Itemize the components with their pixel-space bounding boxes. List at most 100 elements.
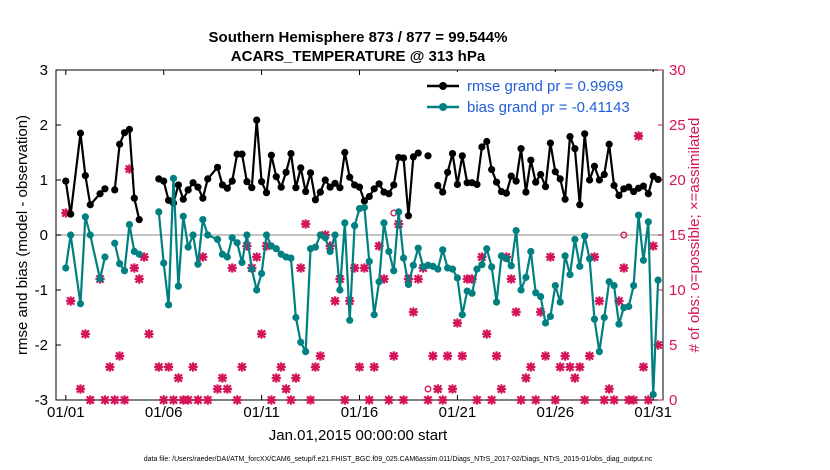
rmse-point bbox=[399, 154, 408, 162]
rmse-point bbox=[527, 156, 535, 164]
obs-possible-marker bbox=[424, 385, 432, 393]
obs-assimilated-marker bbox=[491, 351, 502, 361]
y-tick-label: 1 bbox=[40, 172, 48, 189]
obs-assimilated-marker bbox=[134, 274, 144, 284]
obs-assimilated-glyph bbox=[115, 351, 125, 361]
rmse-point bbox=[179, 195, 187, 203]
obs-assimilated-marker bbox=[330, 296, 340, 306]
obs-assimilated-marker bbox=[384, 395, 394, 405]
y-right-tick-label: 30 bbox=[669, 62, 686, 79]
obs-assimilated-marker bbox=[433, 384, 443, 394]
bias-point bbox=[414, 244, 422, 252]
obs-assimilated-glyph bbox=[398, 395, 409, 405]
obs-assimilated-glyph bbox=[80, 329, 90, 339]
obs-assimilated-marker bbox=[227, 263, 237, 273]
obs-assimilated-marker bbox=[188, 362, 198, 372]
obs-assimilated-glyph bbox=[570, 373, 580, 383]
obs-assimilated-marker bbox=[75, 384, 86, 394]
bias-point bbox=[654, 276, 662, 284]
obs-assimilated-glyph bbox=[168, 395, 179, 405]
obs-assimilated-marker bbox=[536, 307, 546, 317]
obs-assimilated-glyph bbox=[443, 351, 453, 361]
rmse-point bbox=[512, 177, 520, 185]
obs-assimilated-glyph bbox=[301, 219, 311, 229]
obs-assimilated-marker bbox=[139, 252, 149, 262]
bias-point bbox=[346, 316, 354, 324]
obs-assimilated-marker bbox=[85, 395, 95, 405]
x-axis-label: Jan.01,2015 00:00:00 start bbox=[269, 427, 448, 444]
obs-assimilated-marker bbox=[66, 296, 76, 306]
rmse-point bbox=[517, 145, 525, 153]
obs-assimilated-glyph bbox=[521, 373, 531, 383]
obs-assimilated-glyph bbox=[261, 241, 272, 251]
bias-point bbox=[341, 219, 349, 227]
rmse-point bbox=[644, 190, 652, 198]
rmse-point bbox=[585, 176, 594, 184]
bias-point bbox=[576, 262, 584, 270]
rmse-point bbox=[502, 189, 510, 197]
rmse-point bbox=[130, 194, 138, 202]
obs-assimilated-marker bbox=[629, 395, 639, 405]
obs-assimilated-marker bbox=[521, 373, 531, 383]
rmse-point bbox=[272, 173, 280, 181]
bias-point bbox=[639, 256, 648, 264]
obs-assimilated-glyph bbox=[428, 351, 438, 361]
obs-assimilated-marker bbox=[325, 241, 335, 251]
bias-point bbox=[483, 245, 491, 253]
obs-assimilated-marker bbox=[398, 395, 409, 405]
obs-assimilated-glyph bbox=[256, 329, 267, 339]
obs-assimilated-marker bbox=[286, 395, 296, 405]
obs-assimilated-marker bbox=[584, 351, 595, 361]
bias-point bbox=[600, 313, 608, 322]
legend-bias-label: bias grand pr = -0.41143 bbox=[467, 99, 630, 116]
obs-assimilated-glyph bbox=[183, 395, 193, 405]
bias-point bbox=[590, 315, 599, 323]
rmse-point bbox=[385, 190, 393, 198]
obs-assimilated-marker bbox=[653, 340, 663, 350]
obs-assimilated-glyph bbox=[154, 362, 164, 372]
rmse-point bbox=[223, 184, 231, 192]
obs-assimilated-marker bbox=[242, 241, 252, 251]
obs-assimilated-glyph bbox=[540, 351, 551, 361]
rmse-point bbox=[595, 176, 603, 184]
obs-assimilated-marker bbox=[487, 395, 497, 405]
bias-point bbox=[585, 255, 594, 263]
bias-point bbox=[385, 247, 393, 256]
rmse-point bbox=[458, 152, 466, 160]
rmse-point bbox=[576, 201, 584, 209]
obs-assimilated-glyph bbox=[315, 351, 325, 361]
obs-assimilated-marker bbox=[609, 395, 619, 405]
rmse-point bbox=[600, 170, 608, 179]
obs-assimilated-glyph bbox=[594, 296, 604, 306]
rmse-point bbox=[262, 189, 271, 197]
obs-assimilated-marker bbox=[374, 241, 384, 251]
obs-assimilated-marker bbox=[144, 329, 154, 339]
obs-assimilated-marker bbox=[604, 384, 614, 394]
rmse-point bbox=[76, 129, 85, 137]
rmse-point bbox=[116, 140, 124, 148]
obs-assimilated-marker bbox=[638, 362, 649, 372]
x-tick-label: 01/06 bbox=[145, 404, 183, 421]
bias-point bbox=[556, 298, 564, 306]
bias-point bbox=[243, 231, 251, 239]
bias-point bbox=[311, 243, 320, 251]
obs-assimilated-glyph bbox=[379, 274, 389, 284]
obs-assimilated-marker bbox=[413, 274, 423, 284]
obs-assimilated-glyph bbox=[232, 395, 242, 405]
bias-point bbox=[610, 282, 618, 290]
bias-point bbox=[404, 280, 413, 289]
obs-assimilated-glyph bbox=[217, 373, 228, 383]
x-tick-label: 01/11 bbox=[243, 404, 279, 421]
bias-point bbox=[204, 231, 212, 239]
bias-point bbox=[179, 212, 187, 220]
rmse-point bbox=[282, 168, 290, 176]
obs-assimilated-marker bbox=[105, 362, 115, 372]
obs-assimilated-marker bbox=[555, 362, 565, 372]
y-tick-label: -3 bbox=[35, 392, 48, 409]
rmse-point bbox=[360, 197, 368, 205]
bias-point bbox=[135, 250, 143, 258]
bias-point bbox=[223, 253, 231, 261]
rmse-point bbox=[81, 172, 89, 180]
bias-point bbox=[199, 216, 207, 224]
bias-point bbox=[517, 286, 525, 294]
